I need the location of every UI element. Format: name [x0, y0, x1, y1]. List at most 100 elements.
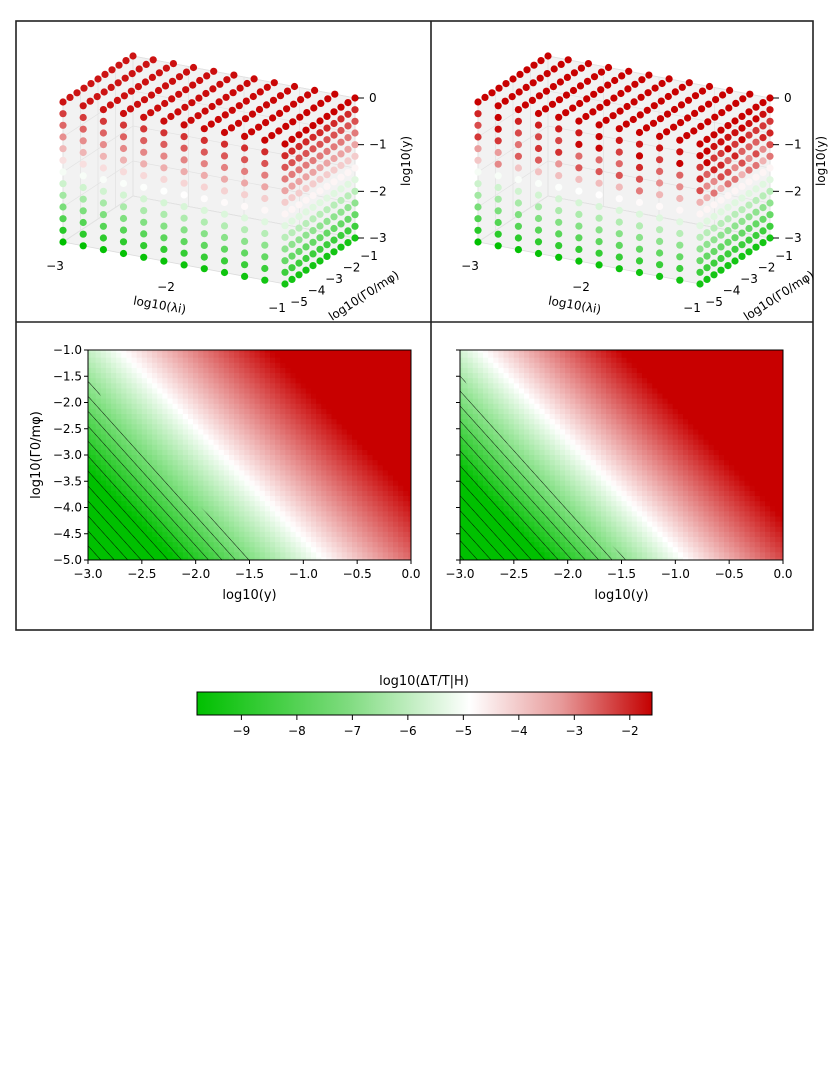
- heatmap-cell: [554, 398, 561, 405]
- heatmap-cell: [167, 439, 174, 446]
- heatmap-cell: [264, 398, 271, 405]
- heatmap-cell: [357, 350, 364, 354]
- heatmap-cell: [559, 414, 566, 420]
- heatmap-cell: [611, 542, 618, 548]
- heatmap-cell: [585, 485, 592, 492]
- heatmap-cell: [393, 414, 399, 420]
- heatmap-cell: [105, 373, 112, 379]
- heatmap-cell: [316, 444, 323, 451]
- heatmap-cell: [295, 414, 302, 420]
- heatmap-cell: [244, 439, 251, 446]
- heatmap-cell: [218, 480, 225, 487]
- scatter-point: [474, 203, 482, 211]
- heatmap-cell: [408, 557, 411, 560]
- heatmap-cell: [606, 408, 613, 415]
- scatter-point: [494, 207, 502, 215]
- scatter-point: [676, 276, 684, 284]
- scatter-point: [154, 104, 162, 112]
- heatmap-cell: [377, 542, 384, 548]
- scatter-point: [724, 192, 732, 200]
- heatmap-cell: [249, 490, 256, 497]
- heatmap-cell: [285, 383, 292, 390]
- scatter-point: [696, 245, 704, 253]
- scatter-point: [555, 242, 563, 250]
- scatter-point: [759, 99, 767, 107]
- heatmap-cell: [377, 506, 384, 513]
- scatter-point: [759, 122, 767, 130]
- heatmap-cell: [198, 388, 205, 395]
- scatter-point: [140, 183, 148, 191]
- heatmap-cell: [544, 434, 551, 441]
- heatmap-cell: [223, 495, 230, 502]
- heatmap-cell: [606, 470, 613, 477]
- heatmap-cell: [157, 352, 164, 359]
- heatmap-cell: [290, 449, 297, 456]
- heatmap-cell: [311, 367, 317, 374]
- heatmap-cell: [311, 521, 317, 528]
- scatter-point: [99, 199, 107, 207]
- heatmap-cell: [203, 414, 210, 420]
- heatmap-cell: [498, 362, 505, 369]
- scatter-point: [514, 246, 523, 254]
- heatmap-cell: [305, 414, 312, 420]
- heatmap-cell: [228, 419, 235, 426]
- heatmap-cell: [285, 511, 292, 518]
- heatmap-cell: [203, 352, 210, 359]
- heatmap-cell: [362, 501, 369, 508]
- scatter-point: [724, 157, 732, 165]
- heatmap-cell: [290, 429, 297, 436]
- heatmap-cell: [249, 419, 256, 426]
- scatter-point: [738, 171, 746, 179]
- scatter-point: [555, 160, 563, 168]
- heatmap-cell: [157, 444, 164, 451]
- heatmap-cell: [367, 470, 374, 477]
- heatmap-cell: [595, 460, 602, 467]
- heatmap-cell: [331, 403, 338, 410]
- heatmap-cell: [398, 495, 405, 502]
- heatmap-cell: [590, 501, 597, 508]
- heatmap-cell: [172, 434, 179, 441]
- heatmap-cell: [352, 485, 358, 492]
- heatmap-cell: [105, 357, 112, 364]
- heatmap-cell: [208, 501, 215, 508]
- heatmap-cell: [244, 506, 251, 513]
- heatmap-cell: [316, 419, 323, 426]
- scatter-point: [738, 241, 746, 249]
- heatmap-cell: [362, 490, 369, 497]
- heatmap-cell: [285, 521, 292, 528]
- heatmap-cell: [382, 531, 389, 538]
- heatmap-cell: [218, 465, 225, 472]
- scatter-point: [703, 275, 711, 283]
- heatmap-cell: [285, 388, 292, 395]
- heatmap-cell: [408, 526, 411, 533]
- heatmap-cell: [285, 373, 292, 379]
- heatmap-cell: [321, 398, 328, 405]
- heatmap-cell: [249, 408, 256, 415]
- scatter-point: [575, 222, 583, 230]
- heatmap-cell: [372, 434, 379, 441]
- heatmap-cell: [95, 357, 102, 364]
- heatmap-cell: [234, 444, 241, 451]
- heatmap-cell: [331, 490, 338, 497]
- heatmap-cell: [382, 352, 389, 359]
- heatmap-cell: [146, 434, 153, 441]
- heatmap-cell: [121, 424, 128, 431]
- heatmap-cell: [518, 393, 525, 400]
- heatmap-cell: [198, 398, 205, 405]
- heatmap-cell: [580, 449, 587, 456]
- heatmap-cell: [116, 408, 123, 415]
- heatmap-cell: [167, 398, 174, 405]
- heatmap-cell: [346, 398, 353, 405]
- heatmap-cell: [493, 408, 500, 415]
- scatter-point: [169, 60, 177, 68]
- scatter-point: [691, 92, 700, 100]
- heatmap-cell: [311, 516, 317, 523]
- heatmap-cell: [570, 465, 577, 472]
- heatmap-cell: [498, 393, 505, 400]
- scatter-point: [323, 159, 331, 167]
- heatmap-cell: [270, 373, 276, 379]
- heatmap-cell: [565, 449, 572, 456]
- heatmap-cell: [621, 526, 628, 533]
- heatmap-cell: [111, 398, 117, 405]
- heatmap-cell: [590, 516, 597, 523]
